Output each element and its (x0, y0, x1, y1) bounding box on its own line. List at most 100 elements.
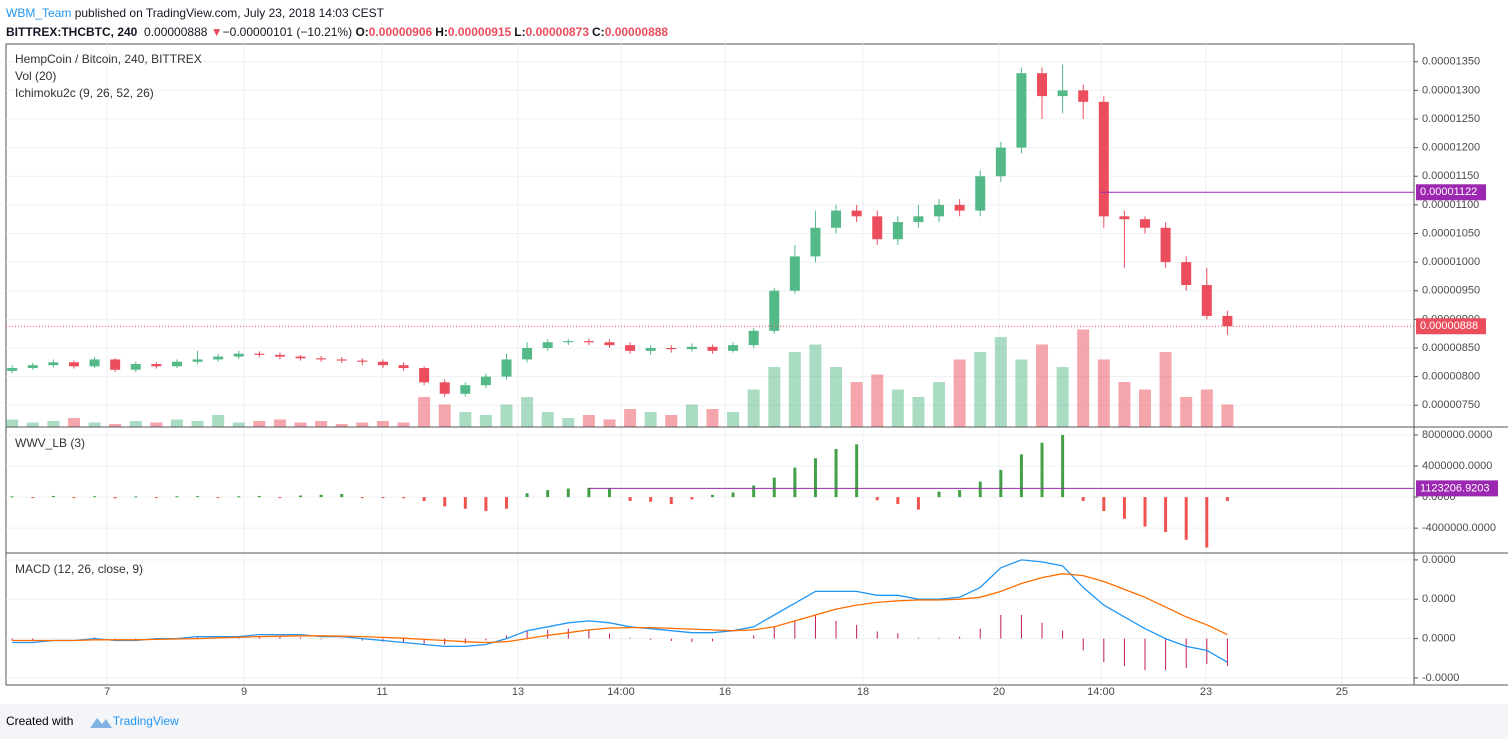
candle-body (130, 364, 141, 370)
y-tick-label: 0.00001000 (1422, 256, 1480, 268)
volume-bar (1015, 359, 1028, 427)
candle-body (501, 359, 512, 377)
bar (175, 496, 179, 498)
y-tick-label: 0.00001250 (1422, 113, 1480, 125)
candle-body (27, 365, 38, 369)
volume-bar (294, 422, 307, 427)
candle-body (480, 376, 491, 386)
ohlc-value: 0.00000906 (368, 25, 433, 39)
volume-bar (418, 397, 431, 427)
volume-bar (479, 415, 492, 427)
candle-body (542, 342, 553, 348)
volume-bar (88, 422, 101, 427)
bar (299, 495, 303, 498)
bar (1143, 497, 1147, 527)
candle-body (213, 356, 224, 360)
volume-bar (1139, 389, 1152, 427)
candle-body (645, 347, 656, 351)
volume-bar (830, 367, 843, 427)
created: Created with (6, 714, 74, 728)
y-tick-label: 0.00000750 (1422, 399, 1480, 411)
y-tick-label: 0.00000950 (1422, 285, 1480, 297)
volume-bar (1056, 367, 1069, 427)
volume-bar (891, 389, 904, 427)
footer: Created with TradingView (0, 704, 1508, 739)
bar (875, 497, 879, 501)
volume-bar (809, 344, 822, 427)
y-tick-label: 4000000.0000 (1422, 460, 1492, 472)
candle-body (563, 341, 574, 343)
volume-bar (624, 409, 637, 427)
volume-bar (850, 382, 863, 427)
volume-bar (1200, 389, 1213, 427)
bar (587, 487, 591, 498)
candle-body (68, 362, 79, 367)
bar (443, 497, 447, 507)
indicator-label: Ichimoku2c (9, 26, 52, 26) (15, 86, 154, 100)
author[interactable]: WBM_Team (6, 6, 72, 20)
candle-body (357, 360, 368, 362)
brand[interactable]: TradingView (112, 714, 179, 728)
pane-title: MACD (12, 26, close, 9) (15, 562, 143, 576)
volume-bar (315, 421, 328, 427)
y-tick-label: 0.00001100 (1422, 199, 1479, 211)
bar (278, 497, 282, 499)
candle-body (254, 353, 265, 355)
volume-bar (500, 404, 513, 427)
volume-bar (562, 418, 575, 427)
volume-bar (1077, 329, 1090, 427)
volume-bar (1221, 404, 1234, 427)
candle-body (707, 346, 718, 351)
volume-bar (1036, 344, 1049, 427)
bar (360, 497, 364, 499)
volume-bar (768, 367, 781, 427)
volume-bar (253, 421, 266, 427)
x-tick-label: 7 (104, 686, 110, 698)
bar (402, 497, 406, 499)
volume-bar (582, 415, 595, 427)
volume-bar (541, 412, 554, 427)
volume-bar (603, 419, 616, 427)
candle-body (831, 210, 842, 228)
volume-bar (397, 422, 410, 427)
bar (237, 496, 241, 498)
volume-bar (170, 419, 183, 427)
bar (566, 488, 570, 498)
bar (793, 467, 797, 498)
volume-bar (912, 397, 925, 427)
volume-bar (871, 374, 884, 427)
ohlc-key: H: (435, 25, 448, 39)
chart: 7 9 11 13 14:00 16 18 20 14:00 23 25 0.00001350 0.00… (5, 43, 1508, 698)
volume-bar (109, 424, 122, 427)
bar (772, 477, 776, 498)
candle-body (934, 204, 945, 217)
level-label: 0.00001122 (1420, 186, 1477, 198)
price-label: 0.00000888 (1420, 320, 1478, 332)
volume-bar (1159, 352, 1172, 427)
candle-body (625, 345, 636, 351)
y-tick-label: 0.00001050 (1422, 227, 1480, 239)
volume-bar (47, 421, 60, 427)
candle-body (851, 210, 862, 217)
volume-bar (191, 421, 204, 427)
bar (422, 497, 426, 501)
bar (484, 497, 488, 512)
volume-bar (212, 415, 225, 427)
candle-body (1098, 101, 1109, 217)
candle-body (1140, 219, 1151, 228)
bar (669, 497, 673, 505)
publish-line: WBM_Team published on TradingView.com, J… (6, 4, 671, 23)
bar (154, 497, 158, 499)
bar (958, 490, 962, 498)
y-tick-label: 0.00001200 (1422, 142, 1480, 154)
volume-bar (335, 424, 348, 427)
candle-body (419, 368, 430, 383)
bar (690, 497, 694, 500)
y-tick-label: 0.00000850 (1422, 342, 1480, 354)
volume-bar (727, 412, 740, 427)
candle-body (192, 359, 203, 362)
y-tick-label: -0.0000 (1422, 672, 1459, 684)
pane-title: WWV_LB (3) (15, 436, 85, 450)
candle-body (377, 361, 388, 366)
